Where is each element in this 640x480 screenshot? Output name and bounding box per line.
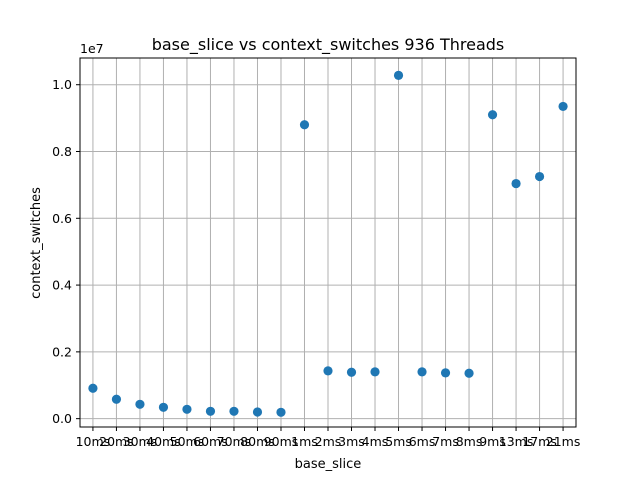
- data-point: [276, 407, 286, 417]
- x-tick-label: 80ms: [240, 434, 275, 449]
- x-tick-label: 7ms: [432, 434, 459, 449]
- data-point: [440, 368, 451, 378]
- x-ticks: 10ms20ms30ms40ms50ms60ms70ms80ms90ms1ms2…: [76, 427, 581, 449]
- x-axis-label: base_slice: [295, 457, 362, 472]
- data-point: [511, 178, 521, 189]
- data-point: [158, 402, 169, 412]
- x-tick-label: 4ms: [362, 434, 389, 449]
- data-points: [88, 70, 568, 417]
- x-tick-label: 30ms: [123, 434, 158, 449]
- data-point: [417, 367, 427, 377]
- data-point: [464, 368, 474, 378]
- data-point: [558, 101, 568, 112]
- x-tick-label: 6ms: [409, 434, 436, 449]
- data-point: [323, 366, 333, 376]
- x-tick-label: 8ms: [456, 434, 483, 449]
- chart-title: base_slice vs context_switches 936 Threa…: [152, 35, 505, 55]
- x-tick-label: 50ms: [170, 434, 205, 449]
- x-tick-label: 70ms: [217, 434, 252, 449]
- y-tick-label: 0.4: [52, 278, 72, 293]
- data-point: [393, 70, 404, 80]
- data-point: [534, 171, 545, 182]
- x-tick-label: 60ms: [193, 434, 228, 449]
- x-tick-label: 13ms: [499, 434, 534, 449]
- y-axis-scale-label: 1e7: [80, 41, 104, 56]
- data-point: [299, 120, 310, 130]
- y-tick-label: 1.0: [52, 77, 72, 92]
- data-point: [182, 404, 192, 414]
- x-tick-label: 1ms: [291, 434, 318, 449]
- y-tick-label: 0.0: [52, 411, 72, 426]
- data-point: [205, 406, 216, 416]
- data-point: [252, 407, 263, 417]
- x-tick-label: 2ms: [315, 434, 342, 449]
- y-axis-label: context_switches: [29, 187, 44, 299]
- y-tick-label: 0.6: [52, 211, 72, 226]
- x-tick-label: 40ms: [146, 434, 181, 449]
- y-tick-label: 0.8: [52, 144, 72, 159]
- data-point: [88, 383, 98, 393]
- x-tick-label: 3ms: [338, 434, 365, 449]
- grid: [80, 58, 576, 427]
- data-point: [346, 367, 357, 377]
- data-point: [111, 394, 122, 404]
- data-point: [487, 110, 498, 120]
- x-tick-label: 17ms: [522, 434, 557, 449]
- x-tick-label: 90ms: [264, 434, 299, 449]
- x-tick-label: 9ms: [479, 434, 506, 449]
- x-tick-label: 5ms: [385, 434, 412, 449]
- x-tick-label: 20ms: [99, 434, 134, 449]
- x-tick-label: 10ms: [76, 434, 111, 449]
- y-tick-label: 0.2: [52, 344, 72, 359]
- data-point: [370, 367, 380, 377]
- y-ticks: 0.0 0.2 0.4 0.6 0.8 1.0: [52, 77, 80, 426]
- data-point: [135, 399, 145, 409]
- data-point: [229, 406, 239, 416]
- x-tick-label: 21ms: [546, 434, 581, 449]
